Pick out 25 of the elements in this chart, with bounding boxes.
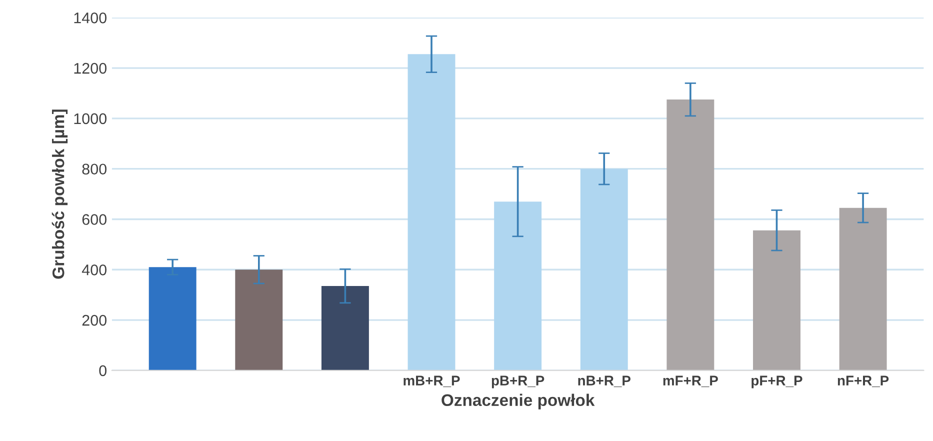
y-tick-label: 400 <box>82 264 107 276</box>
y-tick-label: 1400 <box>74 12 107 24</box>
bar <box>321 286 369 370</box>
y-tick-label: 0 <box>99 365 106 376</box>
y-tick-label: 200 <box>82 314 107 326</box>
x-tick-label: pB+R_P <box>492 376 544 388</box>
y-tick-label: 800 <box>82 164 107 175</box>
y-tick-label: 1000 <box>74 113 107 124</box>
x-tick-label: pF+R_P <box>752 376 802 388</box>
x-tick-label: mF+R_P <box>663 376 718 388</box>
bar <box>148 267 196 370</box>
x-tick-label: mB+R_P <box>404 376 460 388</box>
bar <box>753 230 800 370</box>
x-tick-label: nB+R_P <box>578 376 630 388</box>
bar <box>408 54 456 370</box>
x-tick-label: nF+R_P <box>838 376 889 388</box>
y-axis-title: Grubość powłok [µm] <box>52 110 68 279</box>
y-tick-label: 1200 <box>74 62 107 74</box>
bar <box>839 208 887 370</box>
y-tick-label: 600 <box>82 214 107 225</box>
bar <box>580 168 628 370</box>
bar <box>666 100 714 370</box>
bar <box>235 270 283 370</box>
x-axis-title: Oznaczenie powłok <box>442 394 595 410</box>
bar <box>494 202 542 370</box>
